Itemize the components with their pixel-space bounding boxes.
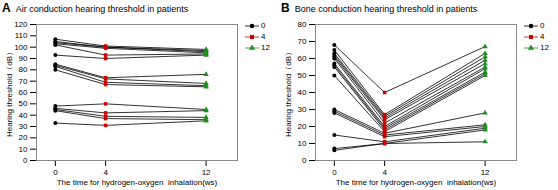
svg-text:10: 10 <box>298 139 307 148</box>
html-text:B Bone conduction hearing thre: B Bone conduction hearing threshold in p… <box>281 1 478 15</box>
html-text:12: 12 <box>261 43 270 52</box>
svg-text:10: 10 <box>19 145 28 154</box>
svg-text:100: 100 <box>14 43 28 52</box>
svg-text:20: 20 <box>19 133 28 142</box>
html-text:4: 4 <box>261 32 266 41</box>
svg-text:70: 70 <box>19 77 28 86</box>
svg-text:12: 12 <box>202 168 211 177</box>
svg-text:40: 40 <box>19 111 28 120</box>
svg-text:The time for hydrogen-oxygen: The time for hydrogen-oxygen inhalation(… <box>57 178 218 187</box>
svg-text:60: 60 <box>19 88 28 97</box>
svg-text:30: 30 <box>19 122 28 131</box>
svg-text:20: 20 <box>298 122 307 131</box>
svg-text:120: 120 <box>14 20 28 29</box>
svg-text:90: 90 <box>19 54 28 63</box>
svg-text:50: 50 <box>298 71 307 80</box>
svg-text:Hearing threshold（dB）: Hearing threshold（dB） <box>284 48 293 137</box>
html-text:4: 4 <box>540 32 545 41</box>
svg-text:60: 60 <box>298 54 307 63</box>
svg-text:80: 80 <box>19 65 28 74</box>
svg-text:12: 12 <box>481 168 490 177</box>
svg-text:0: 0 <box>302 156 307 165</box>
svg-text:110: 110 <box>15 31 28 40</box>
svg-text:30: 30 <box>298 105 307 114</box>
html-text:0: 0 <box>540 21 545 30</box>
svg-text:4: 4 <box>103 168 108 177</box>
svg-text:4: 4 <box>382 168 387 177</box>
svg-text:0: 0 <box>332 168 337 177</box>
svg-text:0: 0 <box>23 156 28 165</box>
svg-text:The time for hydrogen-oxygen: The time for hydrogen-oxygen inhalation(… <box>336 178 497 187</box>
svg-text:40: 40 <box>298 88 307 97</box>
svg-text:0: 0 <box>53 168 58 177</box>
html-text:0: 0 <box>261 21 266 30</box>
svg-text:50: 50 <box>19 99 28 108</box>
svg-text:70: 70 <box>298 37 307 46</box>
html-text:A Air conduction hearing thres: A Air conduction hearing threshold in pa… <box>2 1 189 15</box>
html-text:12: 12 <box>540 43 549 52</box>
svg-text:Hearing threshold（dB）: Hearing threshold（dB） <box>5 48 14 137</box>
svg-text:80: 80 <box>298 20 307 29</box>
